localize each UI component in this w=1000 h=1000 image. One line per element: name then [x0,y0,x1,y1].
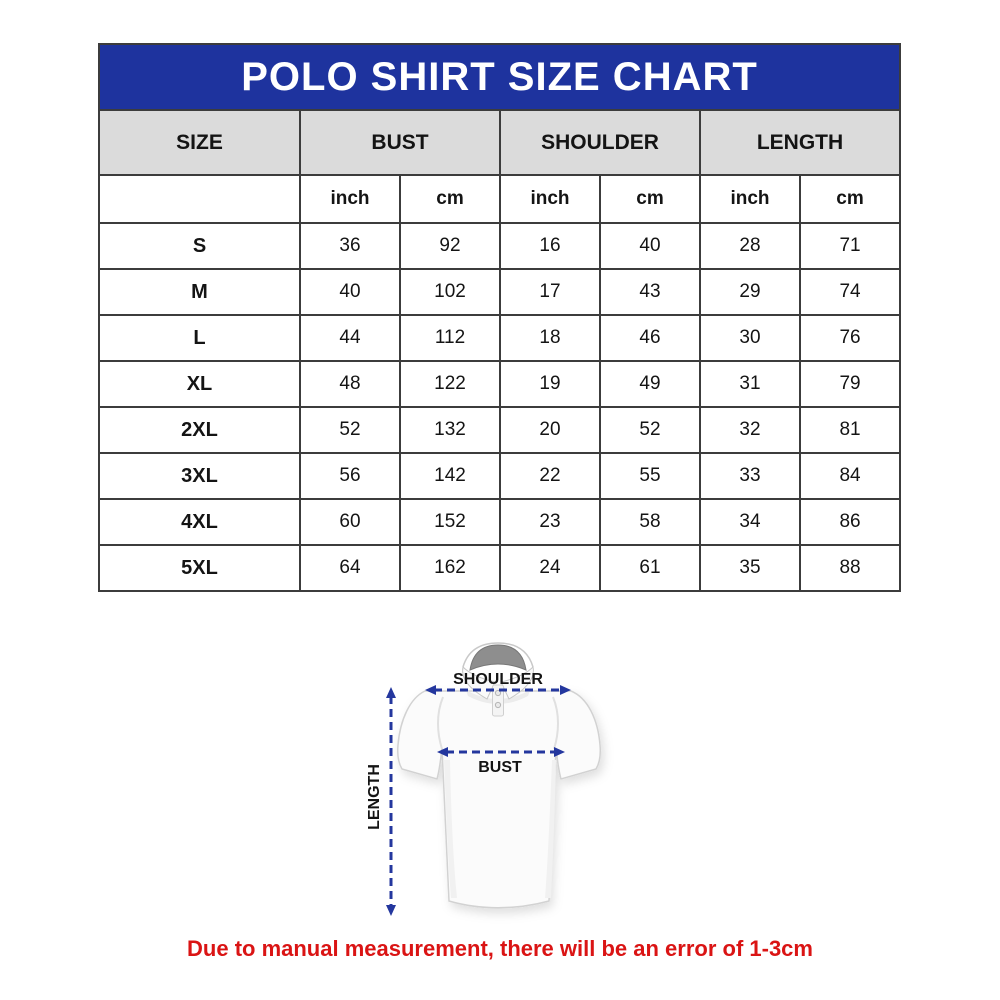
measurement-error-note: Due to manual measurement, there will be… [187,936,813,961]
value-cell: 17 [499,268,601,316]
value-cell: 74 [798,268,902,316]
value-cell: 112 [399,314,501,362]
bust-label: BUST [478,759,522,776]
value-cell: 31 [699,360,801,408]
size-label: 5XL [98,544,301,592]
value-cell: 16 [499,222,601,270]
value-cell: 52 [599,406,701,454]
bust-arrow [437,747,565,757]
value-cell: 36 [299,222,401,270]
value-cell: 35 [699,544,801,592]
size-label: M [98,268,301,316]
value-cell: 19 [499,360,601,408]
size-chart-table: POLO SHIRT SIZE CHART SIZE BUST SHOULDER… [97,43,902,592]
shoulder-arrow [425,685,571,695]
table-row-2xl: 2XL 52 132 20 52 32 81 [98,406,902,454]
value-cell: 24 [499,544,601,592]
value-cell: 34 [699,498,801,546]
value-cell: 76 [798,314,902,362]
value-cell: 28 [699,222,801,270]
value-cell: 61 [599,544,701,592]
column-group-row: SIZE BUST SHOULDER LENGTH [98,109,902,176]
size-label: 3XL [98,452,301,500]
unit-cell: inch [299,174,401,224]
table-row-xl: XL 48 122 19 49 31 79 [98,360,902,408]
length-label: LENGTH [366,764,383,830]
size-label: S [98,222,301,270]
unit-cell: cm [399,174,501,224]
table-row-3xl: 3XL 56 142 22 55 33 84 [98,452,902,500]
value-cell: 46 [599,314,701,362]
length-arrow [386,687,396,916]
value-cell: 49 [599,360,701,408]
value-cell: 162 [399,544,501,592]
value-cell: 44 [299,314,401,362]
table-row-m: M 40 102 17 43 29 74 [98,268,902,316]
value-cell: 48 [299,360,401,408]
polo-shirt-measurement-diagram: SHOULDER BUST LENGTH [366,642,601,916]
collar-inner [469,644,527,671]
value-cell: 132 [399,406,501,454]
unit-spacer-cell [98,174,301,224]
value-cell: 79 [798,360,902,408]
value-cell: 18 [499,314,601,362]
value-cell: 102 [399,268,501,316]
table-row-s: S 36 92 16 40 28 71 [98,222,902,270]
shoulder-label: SHOULDER [453,671,543,688]
value-cell: 29 [699,268,801,316]
chart-title: POLO SHIRT SIZE CHART [97,43,902,111]
value-cell: 40 [299,268,401,316]
value-cell: 92 [399,222,501,270]
value-cell: 64 [299,544,401,592]
unit-cell: cm [599,174,701,224]
value-cell: 84 [798,452,902,500]
value-cell: 56 [299,452,401,500]
unit-cell: cm [798,174,902,224]
col-header-length: LENGTH [698,109,902,176]
table-row-4xl: 4XL 60 152 23 58 34 86 [98,498,902,546]
unit-cell: inch [699,174,801,224]
value-cell: 32 [699,406,801,454]
value-cell: 22 [499,452,601,500]
col-header-shoulder: SHOULDER [499,109,701,176]
table-row-l: L 44 112 18 46 30 76 [98,314,902,362]
value-cell: 33 [699,452,801,500]
size-label: XL [98,360,301,408]
col-header-bust: BUST [299,109,501,176]
title-row: POLO SHIRT SIZE CHART [97,43,902,111]
size-label: L [98,314,301,362]
value-cell: 122 [399,360,501,408]
value-cell: 43 [599,268,701,316]
value-cell: 71 [798,222,902,270]
value-cell: 30 [699,314,801,362]
col-header-size: SIZE [98,109,301,176]
value-cell: 55 [599,452,701,500]
size-label: 2XL [98,406,301,454]
value-cell: 58 [599,498,701,546]
value-cell: 142 [399,452,501,500]
value-cell: 40 [599,222,701,270]
value-cell: 60 [299,498,401,546]
value-cell: 52 [299,406,401,454]
value-cell: 23 [499,498,601,546]
size-label: 4XL [98,498,301,546]
value-cell: 152 [399,498,501,546]
value-cell: 81 [798,406,902,454]
button [494,701,502,709]
unit-cell: inch [499,174,601,224]
unit-row: inch cm inch cm inch cm [98,174,902,224]
table-row-5xl: 5XL 64 162 24 61 35 88 [98,544,902,592]
button [494,689,502,697]
measurement-arrows [386,685,571,916]
value-cell: 86 [798,498,902,546]
value-cell: 88 [798,544,902,592]
value-cell: 20 [499,406,601,454]
